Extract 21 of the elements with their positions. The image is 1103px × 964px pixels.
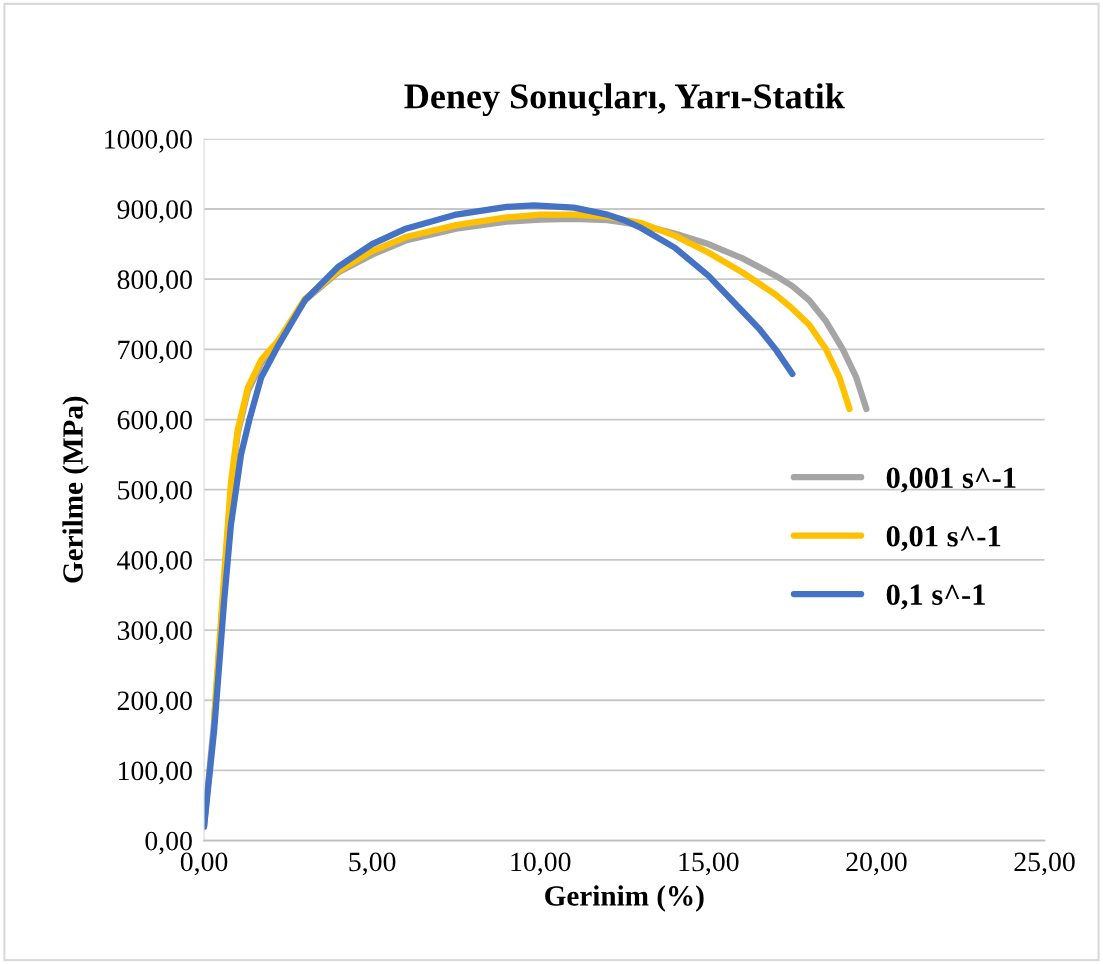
y-tick-label: 200,00 [117,691,192,715]
x-tick-label: 10,00 [511,852,571,876]
y-tick-label: 800,00 [117,270,192,294]
legend-label: 0,1 s^-1 [886,584,985,610]
chart-title: Deney Sonuçları, Yarı-Statik [404,83,845,117]
legend-label: 0,01 s^-1 [886,525,1001,552]
x-tick-label: 25,00 [1014,852,1075,876]
y-tick-label: 100,00 [119,761,192,785]
x-tick-label: 5,00 [349,852,396,876]
legend-label: 0,001 s^-1 [886,467,1016,493]
y-axis-title: Gerilme (MPa) [62,396,89,583]
x-tick-label: 15,00 [679,852,739,876]
y-tick-label: 700,00 [118,340,192,364]
x-axis-title: Gerinim (%) [545,885,704,912]
y-tick-label: 1000,00 [105,129,192,153]
y-tick-label: 900,00 [117,200,192,223]
x-tick-label: 20,00 [846,852,907,876]
y-tick-label: 600,00 [117,410,192,434]
y-tick-label: 500,00 [118,480,192,504]
y-tick-label: 300,00 [117,621,192,644]
y-tick-label: 400,00 [117,551,192,574]
